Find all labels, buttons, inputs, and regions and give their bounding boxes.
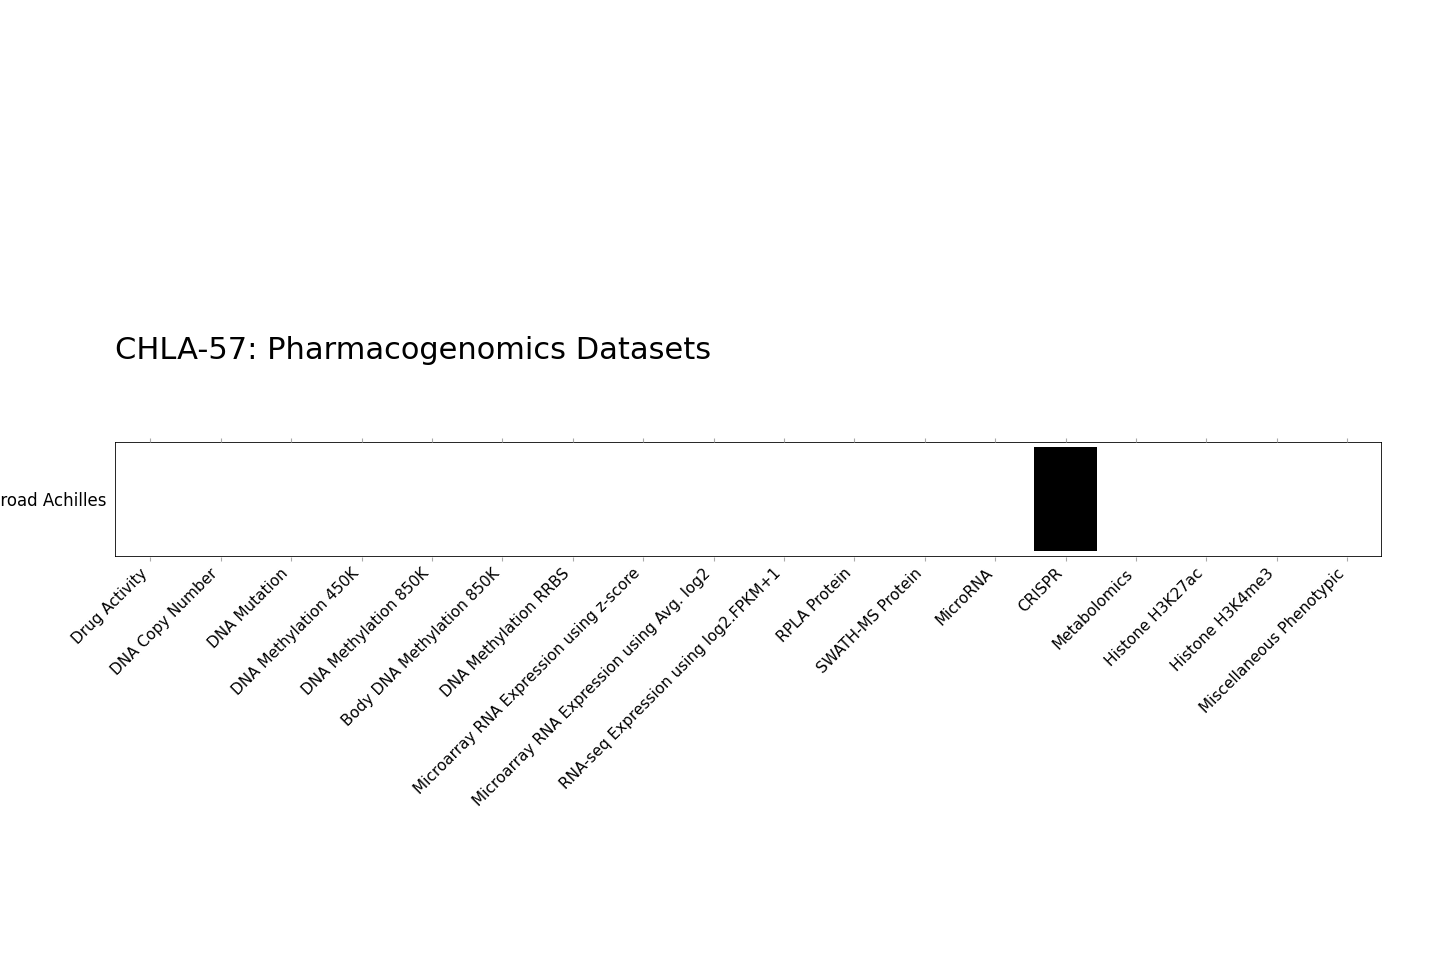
Text: CHLA-57: Pharmacogenomics Datasets: CHLA-57: Pharmacogenomics Datasets (115, 336, 711, 365)
Bar (1034, 447, 1097, 551)
